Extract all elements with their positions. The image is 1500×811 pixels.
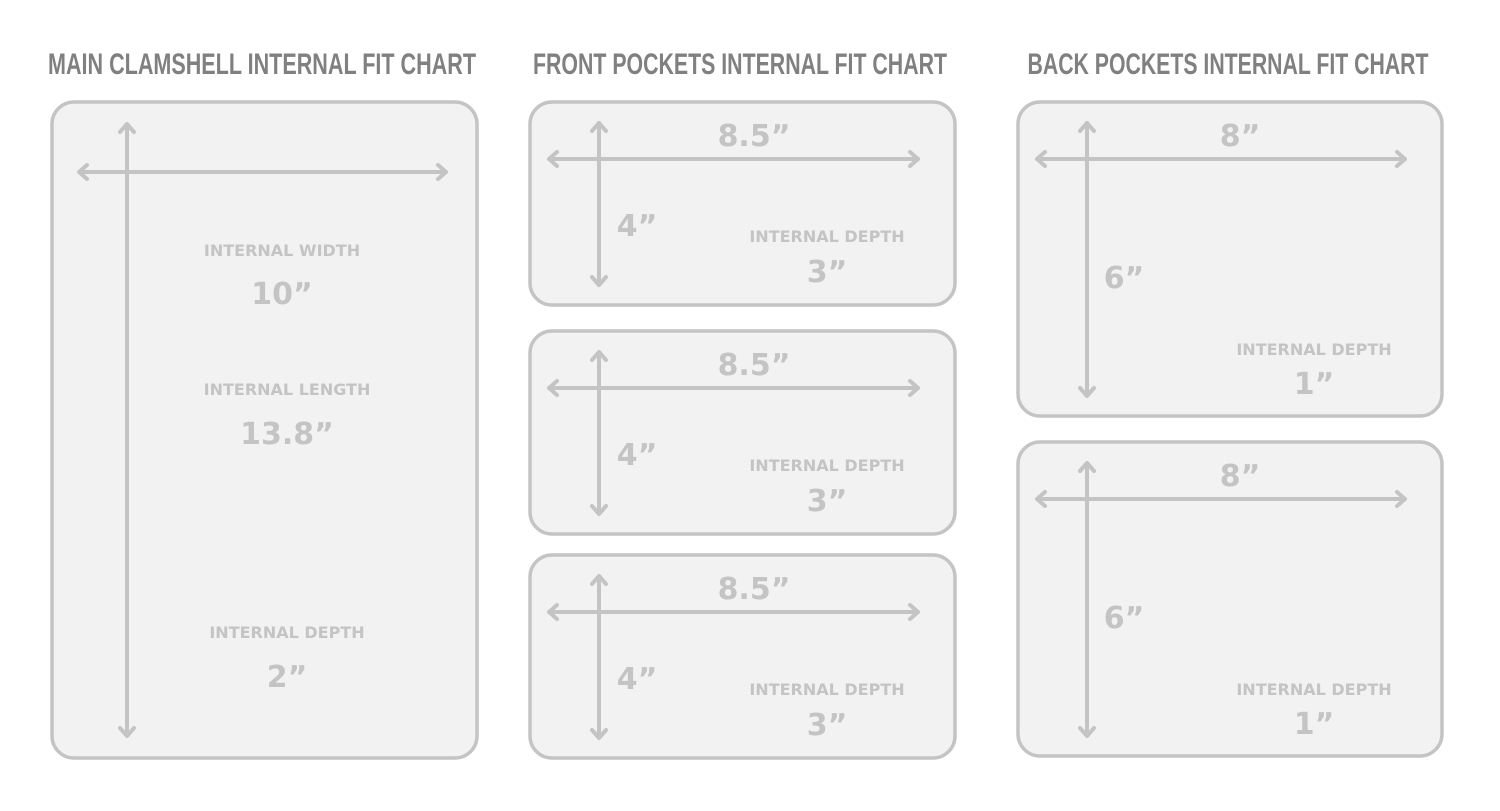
height-value: 4”: [617, 209, 658, 244]
width-value: 8.5”: [718, 119, 791, 154]
length-arrow-icon: [118, 122, 136, 738]
height-value: 6”: [1104, 261, 1145, 296]
main-width-value: 10”: [251, 277, 312, 312]
height-value: 4”: [617, 662, 658, 697]
front-pocket-2: 8.5” 4” INTERNAL DEPTH 3”: [528, 329, 957, 536]
pocket-box: [1016, 440, 1444, 758]
width-arrow-icon: [547, 379, 920, 397]
pocket-box: [528, 553, 957, 760]
front-pocket-1: 8.5” 4” INTERNAL DEPTH 3”: [528, 100, 957, 307]
height-value: 4”: [617, 438, 658, 473]
pocket-box: [528, 100, 957, 307]
width-value: 8.5”: [718, 348, 791, 383]
width-arrow-icon: [1035, 150, 1407, 168]
main-length-value: 13.8”: [240, 417, 334, 452]
main-depth-value: 2”: [267, 660, 308, 695]
pocket-box: [1016, 100, 1444, 418]
width-arrow-icon: [547, 603, 920, 621]
depth-value: 1”: [1294, 367, 1335, 402]
depth-label: INTERNAL DEPTH: [1236, 680, 1391, 699]
width-arrow-icon: [77, 163, 448, 181]
back-pocket-1: 8” 6” INTERNAL DEPTH 1”: [1016, 100, 1444, 418]
height-arrow-icon: [1078, 461, 1096, 738]
depth-value: 3”: [807, 255, 848, 290]
height-arrow-icon: [590, 121, 608, 287]
main-box: [50, 100, 479, 760]
width-arrow-icon: [1035, 490, 1407, 508]
pocket-box: [528, 329, 957, 536]
depth-value: 3”: [807, 484, 848, 519]
width-arrow-icon: [547, 150, 920, 168]
main-depth-label: INTERNAL DEPTH: [209, 623, 364, 642]
depth-label: INTERNAL DEPTH: [749, 456, 904, 475]
main-length-label: INTERNAL LENGTH: [204, 380, 371, 399]
height-value: 6”: [1104, 601, 1145, 636]
main-clamshell-panel: INTERNAL WIDTH 10” INTERNAL LENGTH 13.8”…: [50, 100, 479, 760]
back-title: BACK POCKETS INTERNAL FIT CHART: [1028, 48, 1429, 81]
width-value: 8”: [1220, 459, 1261, 494]
height-arrow-icon: [590, 574, 608, 740]
front-pocket-3: 8.5” 4” INTERNAL DEPTH 3”: [528, 553, 957, 760]
height-arrow-icon: [1078, 121, 1096, 398]
width-value: 8.5”: [718, 572, 791, 607]
depth-label: INTERNAL DEPTH: [749, 227, 904, 246]
depth-value: 1”: [1294, 707, 1335, 742]
depth-value: 3”: [807, 708, 848, 743]
height-arrow-icon: [590, 350, 608, 516]
main-width-label: INTERNAL WIDTH: [204, 241, 360, 260]
depth-label: INTERNAL DEPTH: [1236, 340, 1391, 359]
depth-label: INTERNAL DEPTH: [749, 680, 904, 699]
front-title: FRONT POCKETS INTERNAL FIT CHART: [533, 48, 947, 81]
back-pocket-2: 8” 6” INTERNAL DEPTH 1”: [1016, 440, 1444, 758]
width-value: 8”: [1220, 119, 1261, 154]
main-title: MAIN CLAMSHELL INTERNAL FIT CHART: [48, 48, 476, 81]
